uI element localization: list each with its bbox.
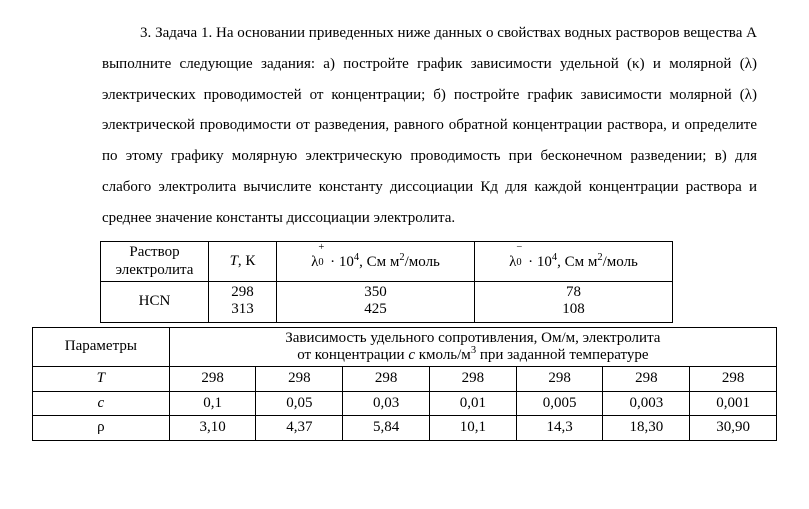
resistance-concentration-table: Параметры Зависимость удельного сопротив… xyxy=(32,327,777,441)
table-cell: 4,37 xyxy=(256,416,343,441)
table-header-row: Раствор электролита T, К λ+0 · 104, См м… xyxy=(101,242,673,282)
tables-container: Раствор электролита T, К λ+0 · 104, См м… xyxy=(32,241,777,440)
table-cell: 0,003 xyxy=(603,391,690,416)
row-label: T xyxy=(33,367,170,392)
table-cell: 298 xyxy=(169,367,256,392)
table-cell: 298 xyxy=(343,367,430,392)
table-cell: 0,005 xyxy=(516,391,603,416)
cell-electrolyte-name: HCN xyxy=(101,281,209,322)
table-cell: 298 xyxy=(603,367,690,392)
table-cell: 0,001 xyxy=(690,391,777,416)
table-cell: 14,3 xyxy=(516,416,603,441)
table-cell: 5,84 xyxy=(343,416,430,441)
row-label: c xyxy=(33,391,170,416)
table-row: ρ3,104,375,8410,114,318,3030,90 xyxy=(33,416,777,441)
table-cell: 0,1 xyxy=(169,391,256,416)
table-cell: 298 xyxy=(690,367,777,392)
table-cell: 18,30 xyxy=(603,416,690,441)
table-cell: 298 xyxy=(429,367,516,392)
cell-temperature: 298313 xyxy=(209,281,277,322)
table-cell: 298 xyxy=(516,367,603,392)
table-row: T298298298298298298298 xyxy=(33,367,777,392)
col-lambda-minus-header: λ−0 · 104, См м2/моль xyxy=(475,242,673,282)
col-lambda-plus-header: λ+0 · 104, См м2/моль xyxy=(277,242,475,282)
col-parameters-header: Параметры xyxy=(33,327,170,367)
cell-lambda-plus: 350425 xyxy=(277,281,475,322)
cell-lambda-minus: 78108 xyxy=(475,281,673,322)
row-label: ρ xyxy=(33,416,170,441)
col-resistance-header: Зависимость удельного сопротивления, Ом/… xyxy=(169,327,776,367)
table-cell: 298 xyxy=(256,367,343,392)
table-cell: 0,05 xyxy=(256,391,343,416)
table-cell: 3,10 xyxy=(169,416,256,441)
table-cell: 0,01 xyxy=(429,391,516,416)
problem-text: 3. Задача 1. На основании приведенных ни… xyxy=(102,18,757,233)
table-row: c0,10,050,030,010,0050,0030,001 xyxy=(33,391,777,416)
table-cell: 30,90 xyxy=(690,416,777,441)
table-row: HCN 298313 350425 78108 xyxy=(101,281,673,322)
col-solution-header: Раствор электролита xyxy=(101,242,209,282)
electrolyte-constants-table: Раствор электролита T, К λ+0 · 104, См м… xyxy=(100,241,673,322)
table-cell: 10,1 xyxy=(429,416,516,441)
col-temperature-header: T, К xyxy=(209,242,277,282)
table-header-row: Параметры Зависимость удельного сопротив… xyxy=(33,327,777,367)
table-cell: 0,03 xyxy=(343,391,430,416)
